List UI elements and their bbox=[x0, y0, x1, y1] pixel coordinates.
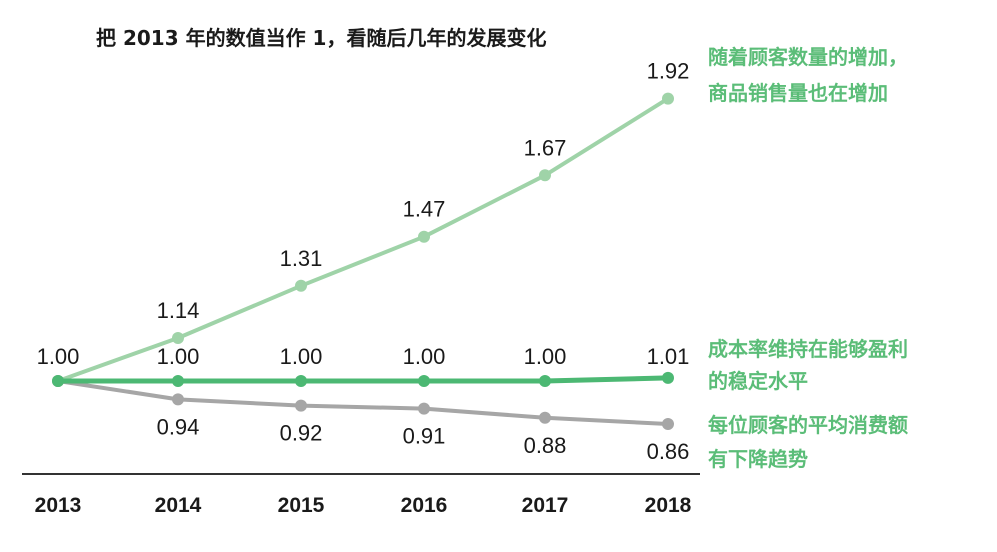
value-label-s0-2015: 1.31 bbox=[280, 246, 323, 271]
value-label-s1-2016: 1.00 bbox=[403, 344, 446, 369]
series-0-point-2018 bbox=[662, 92, 674, 105]
series-1-point-2017 bbox=[539, 375, 551, 387]
value-label-s2-2016: 0.91 bbox=[403, 424, 446, 449]
annotation-s1-line-0: 成本率维持在能够盈利 bbox=[708, 337, 908, 361]
series-2-point-2018 bbox=[662, 418, 674, 430]
value-label-s2-2014: 0.94 bbox=[157, 414, 200, 439]
x-tick-label-2018: 2018 bbox=[645, 494, 692, 517]
value-label-s0-2013: 1.00 bbox=[37, 344, 80, 369]
value-label-s1-2017: 1.00 bbox=[524, 344, 567, 369]
series-2-point-2016 bbox=[418, 402, 430, 415]
value-label-s0-2016: 1.47 bbox=[403, 197, 446, 222]
chart-title: 把 2013 年的数值当作 1，看随后几年的发展变化 bbox=[96, 26, 547, 50]
value-label-s0-2018: 1.92 bbox=[647, 59, 690, 84]
series-1-point-2014 bbox=[172, 375, 184, 387]
series-2-line bbox=[56, 379, 670, 426]
value-label-s2-2018: 0.86 bbox=[647, 439, 690, 464]
series-2-point-2014 bbox=[172, 393, 184, 406]
x-tick-label-2016: 2016 bbox=[401, 494, 448, 517]
value-label-s1-2015: 1.00 bbox=[280, 344, 323, 369]
series-1-point-2013 bbox=[52, 375, 64, 387]
value-label-s1-2018: 1.01 bbox=[647, 344, 690, 369]
series-0-point-2015 bbox=[295, 279, 307, 292]
value-label-s2-2017: 0.88 bbox=[524, 433, 567, 458]
annotation-s1-line-1: 的稳定水平 bbox=[708, 369, 808, 393]
series-1-line bbox=[55, 375, 671, 384]
series-0-point-2017 bbox=[539, 169, 551, 182]
series-0-point-2016 bbox=[418, 230, 430, 243]
value-label-s2-2015: 0.92 bbox=[280, 421, 323, 446]
series-0-line bbox=[56, 96, 670, 383]
value-label-s0-2014: 1.14 bbox=[157, 298, 200, 323]
value-label-s1-2014: 1.00 bbox=[157, 344, 200, 369]
annotation-s0-line-1: 商品销售量也在增加 bbox=[708, 81, 888, 105]
series-0-point-2014 bbox=[172, 332, 184, 344]
series-2-point-2015 bbox=[295, 399, 307, 412]
x-tick-label-2017: 2017 bbox=[522, 494, 569, 517]
annotation-s2-line-0: 每位顾客的平均消费额 bbox=[708, 413, 908, 437]
annotation-s0-line-0: 随着顾客数量的增加， bbox=[708, 45, 908, 69]
value-label-s0-2017: 1.67 bbox=[524, 135, 567, 160]
series-1-point-2015 bbox=[295, 375, 307, 387]
x-tick-label-2015: 2015 bbox=[278, 494, 325, 517]
series-1-point-2018 bbox=[662, 371, 674, 384]
series-1-point-2016 bbox=[418, 375, 430, 387]
x-tick-label-2014: 2014 bbox=[155, 494, 202, 517]
series-2-point-2017 bbox=[539, 411, 551, 424]
x-tick-label-2013: 2013 bbox=[35, 494, 82, 517]
annotation-s2-line-1: 有下降趋势 bbox=[708, 447, 808, 471]
